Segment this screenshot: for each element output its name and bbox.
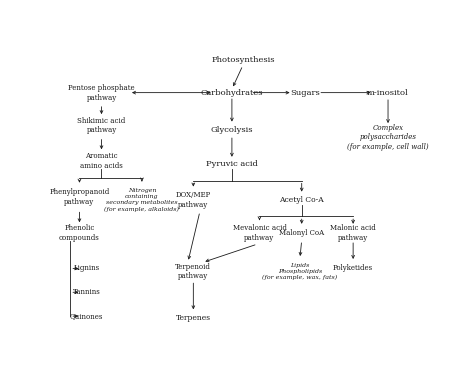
Text: Glycolysis: Glycolysis [210,126,253,134]
Text: Lignins: Lignins [74,264,100,272]
Text: Pentose phosphate
pathway: Pentose phosphate pathway [68,84,135,101]
Text: Malonic acid
pathway: Malonic acid pathway [330,224,376,241]
Text: m-inositol: m-inositol [367,89,409,97]
Text: Phenylpropanoid
pathway: Phenylpropanoid pathway [49,188,109,206]
Text: DOX/MEP
pathway: DOX/MEP pathway [176,191,211,209]
Text: Terpenes: Terpenes [176,313,211,322]
Text: Carbohydrates: Carbohydrates [201,89,263,97]
Text: Phenolic
compounds: Phenolic compounds [59,224,100,241]
Text: Complex
polysaccharides
(for example, cell wall): Complex polysaccharides (for example, ce… [347,123,429,151]
Text: Lipids
Phospholipids
(for example, wax, fats): Lipids Phospholipids (for example, wax, … [262,262,337,280]
Text: Sugars: Sugars [291,89,320,97]
Text: Acetyl Co-A: Acetyl Co-A [279,196,324,204]
Text: Polyketides: Polyketides [333,264,373,272]
Text: Aromatic
amino acids: Aromatic amino acids [80,152,123,170]
Text: Nitrogen
containing
secondary metabolites
(for example, alkaloids): Nitrogen containing secondary metabolite… [104,188,179,212]
Text: Mevalonic acid
pathway: Mevalonic acid pathway [233,224,286,241]
Text: Quinones: Quinones [70,312,103,320]
Text: Terpenoid
pathway: Terpenoid pathway [175,262,211,280]
Text: Pyruvic acid: Pyruvic acid [206,160,258,168]
Text: Photosynthesis: Photosynthesis [211,56,274,64]
Text: Tannins: Tannins [73,288,100,296]
Text: Shikimic acid
pathway: Shikimic acid pathway [77,116,126,134]
Text: Malonyl CoA: Malonyl CoA [279,229,324,237]
